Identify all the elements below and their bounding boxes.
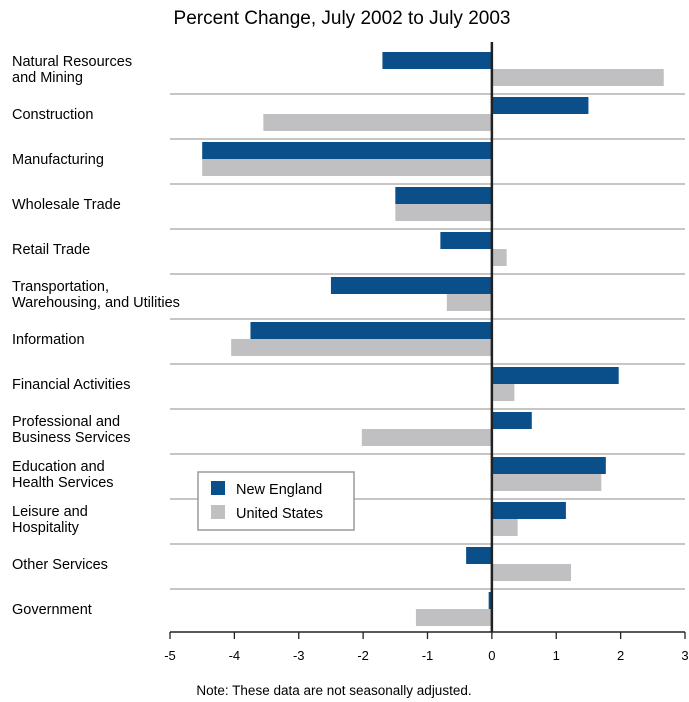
category-label: Natural Resources and Mining bbox=[12, 54, 132, 86]
category-label-line: Education and bbox=[12, 459, 105, 475]
category-label: Professional and Business Services bbox=[12, 414, 130, 446]
legend: New England United States bbox=[197, 471, 355, 531]
bar-new-england bbox=[488, 592, 492, 609]
category-label: Manufacturing bbox=[12, 152, 104, 168]
category-label-line: Professional and bbox=[12, 414, 120, 430]
bar-new-england bbox=[382, 52, 492, 69]
bar-united-states bbox=[395, 204, 492, 221]
bar-new-england bbox=[491, 412, 532, 429]
category-label-line: Financial Activities bbox=[12, 377, 130, 393]
category-label: Other Services bbox=[12, 557, 108, 573]
bar-united-states bbox=[491, 249, 507, 266]
bar-new-england bbox=[491, 457, 606, 474]
category-label-line: Natural Resources bbox=[12, 54, 132, 70]
category-label: Leisure and Hospitality bbox=[12, 504, 88, 536]
category-label-line: Retail Trade bbox=[12, 242, 90, 258]
category-label-line: Leisure and bbox=[12, 504, 88, 520]
category-label: Wholesale Trade bbox=[12, 197, 121, 213]
category-label: Transportation, Warehousing, and Utilitie… bbox=[12, 279, 180, 311]
bar-united-states bbox=[491, 564, 572, 581]
chart-note: Note: These data are not seasonally adju… bbox=[196, 683, 471, 698]
category-label-line: Wholesale Trade bbox=[12, 197, 121, 213]
bar-united-states bbox=[491, 69, 664, 86]
bar-new-england bbox=[395, 187, 492, 204]
bar-new-england bbox=[491, 367, 619, 384]
x-tick-label: 1 bbox=[553, 648, 560, 663]
x-tick-label: -2 bbox=[357, 648, 369, 663]
legend-swatch-new-england bbox=[211, 481, 225, 495]
category-label-line: Health Services bbox=[12, 475, 114, 491]
bar-united-states bbox=[491, 519, 518, 536]
bar-united-states bbox=[202, 159, 492, 176]
x-tick-label: -4 bbox=[229, 648, 241, 663]
bar-new-england bbox=[491, 97, 589, 114]
category-label-line: Business Services bbox=[12, 430, 130, 446]
bar-united-states bbox=[231, 339, 492, 356]
category-label-line: Construction bbox=[12, 107, 93, 123]
category-label-line: Hospitality bbox=[12, 520, 80, 536]
bar-new-england bbox=[466, 547, 492, 564]
bar-united-states bbox=[491, 384, 515, 401]
bar-new-england bbox=[330, 277, 492, 294]
x-tick-label: 0 bbox=[488, 648, 495, 663]
bar-united-states bbox=[446, 294, 492, 311]
legend-swatch-united-states bbox=[211, 505, 225, 519]
x-tick-label: -1 bbox=[422, 648, 434, 663]
bar-united-states bbox=[263, 114, 492, 131]
bar-new-england bbox=[440, 232, 492, 249]
x-tick-label: -5 bbox=[164, 648, 176, 663]
bar-united-states bbox=[361, 429, 492, 446]
x-ticks: -5 -4 -3 -2 -1 0 1 2 3 bbox=[164, 632, 689, 663]
category-label-line: Warehousing, and Utilities bbox=[12, 295, 180, 311]
category-label-line: and Mining bbox=[12, 70, 83, 86]
bars bbox=[202, 52, 664, 626]
category-label: Retail Trade bbox=[12, 242, 90, 258]
category-label-line: Manufacturing bbox=[12, 152, 104, 168]
bar-united-states bbox=[415, 609, 492, 626]
row-separators bbox=[170, 93, 685, 590]
x-tick-label: -3 bbox=[293, 648, 305, 663]
legend-label-new-england: New England bbox=[236, 482, 322, 498]
chart-title: Percent Change, July 2002 to July 2003 bbox=[174, 8, 511, 29]
category-labels: Natural Resources and Mining Construction M… bbox=[12, 54, 180, 618]
category-label: Information bbox=[12, 332, 85, 348]
category-label: Financial Activities bbox=[12, 377, 130, 393]
category-label: Education and Health Services bbox=[12, 459, 114, 491]
bar-new-england bbox=[202, 142, 492, 159]
category-label-line: Information bbox=[12, 332, 85, 348]
category-label: Construction bbox=[12, 107, 93, 123]
bar-new-england bbox=[250, 322, 492, 339]
x-tick-label: 3 bbox=[681, 648, 688, 663]
category-label-line: Other Services bbox=[12, 557, 108, 573]
legend-label-united-states: United States bbox=[236, 506, 323, 522]
bar-united-states bbox=[491, 474, 602, 491]
x-tick-label: 2 bbox=[617, 648, 624, 663]
category-label-line: Government bbox=[12, 602, 92, 618]
category-label: Government bbox=[12, 602, 92, 618]
bar-new-england bbox=[491, 502, 566, 519]
category-label-line: Transportation, bbox=[12, 279, 109, 295]
